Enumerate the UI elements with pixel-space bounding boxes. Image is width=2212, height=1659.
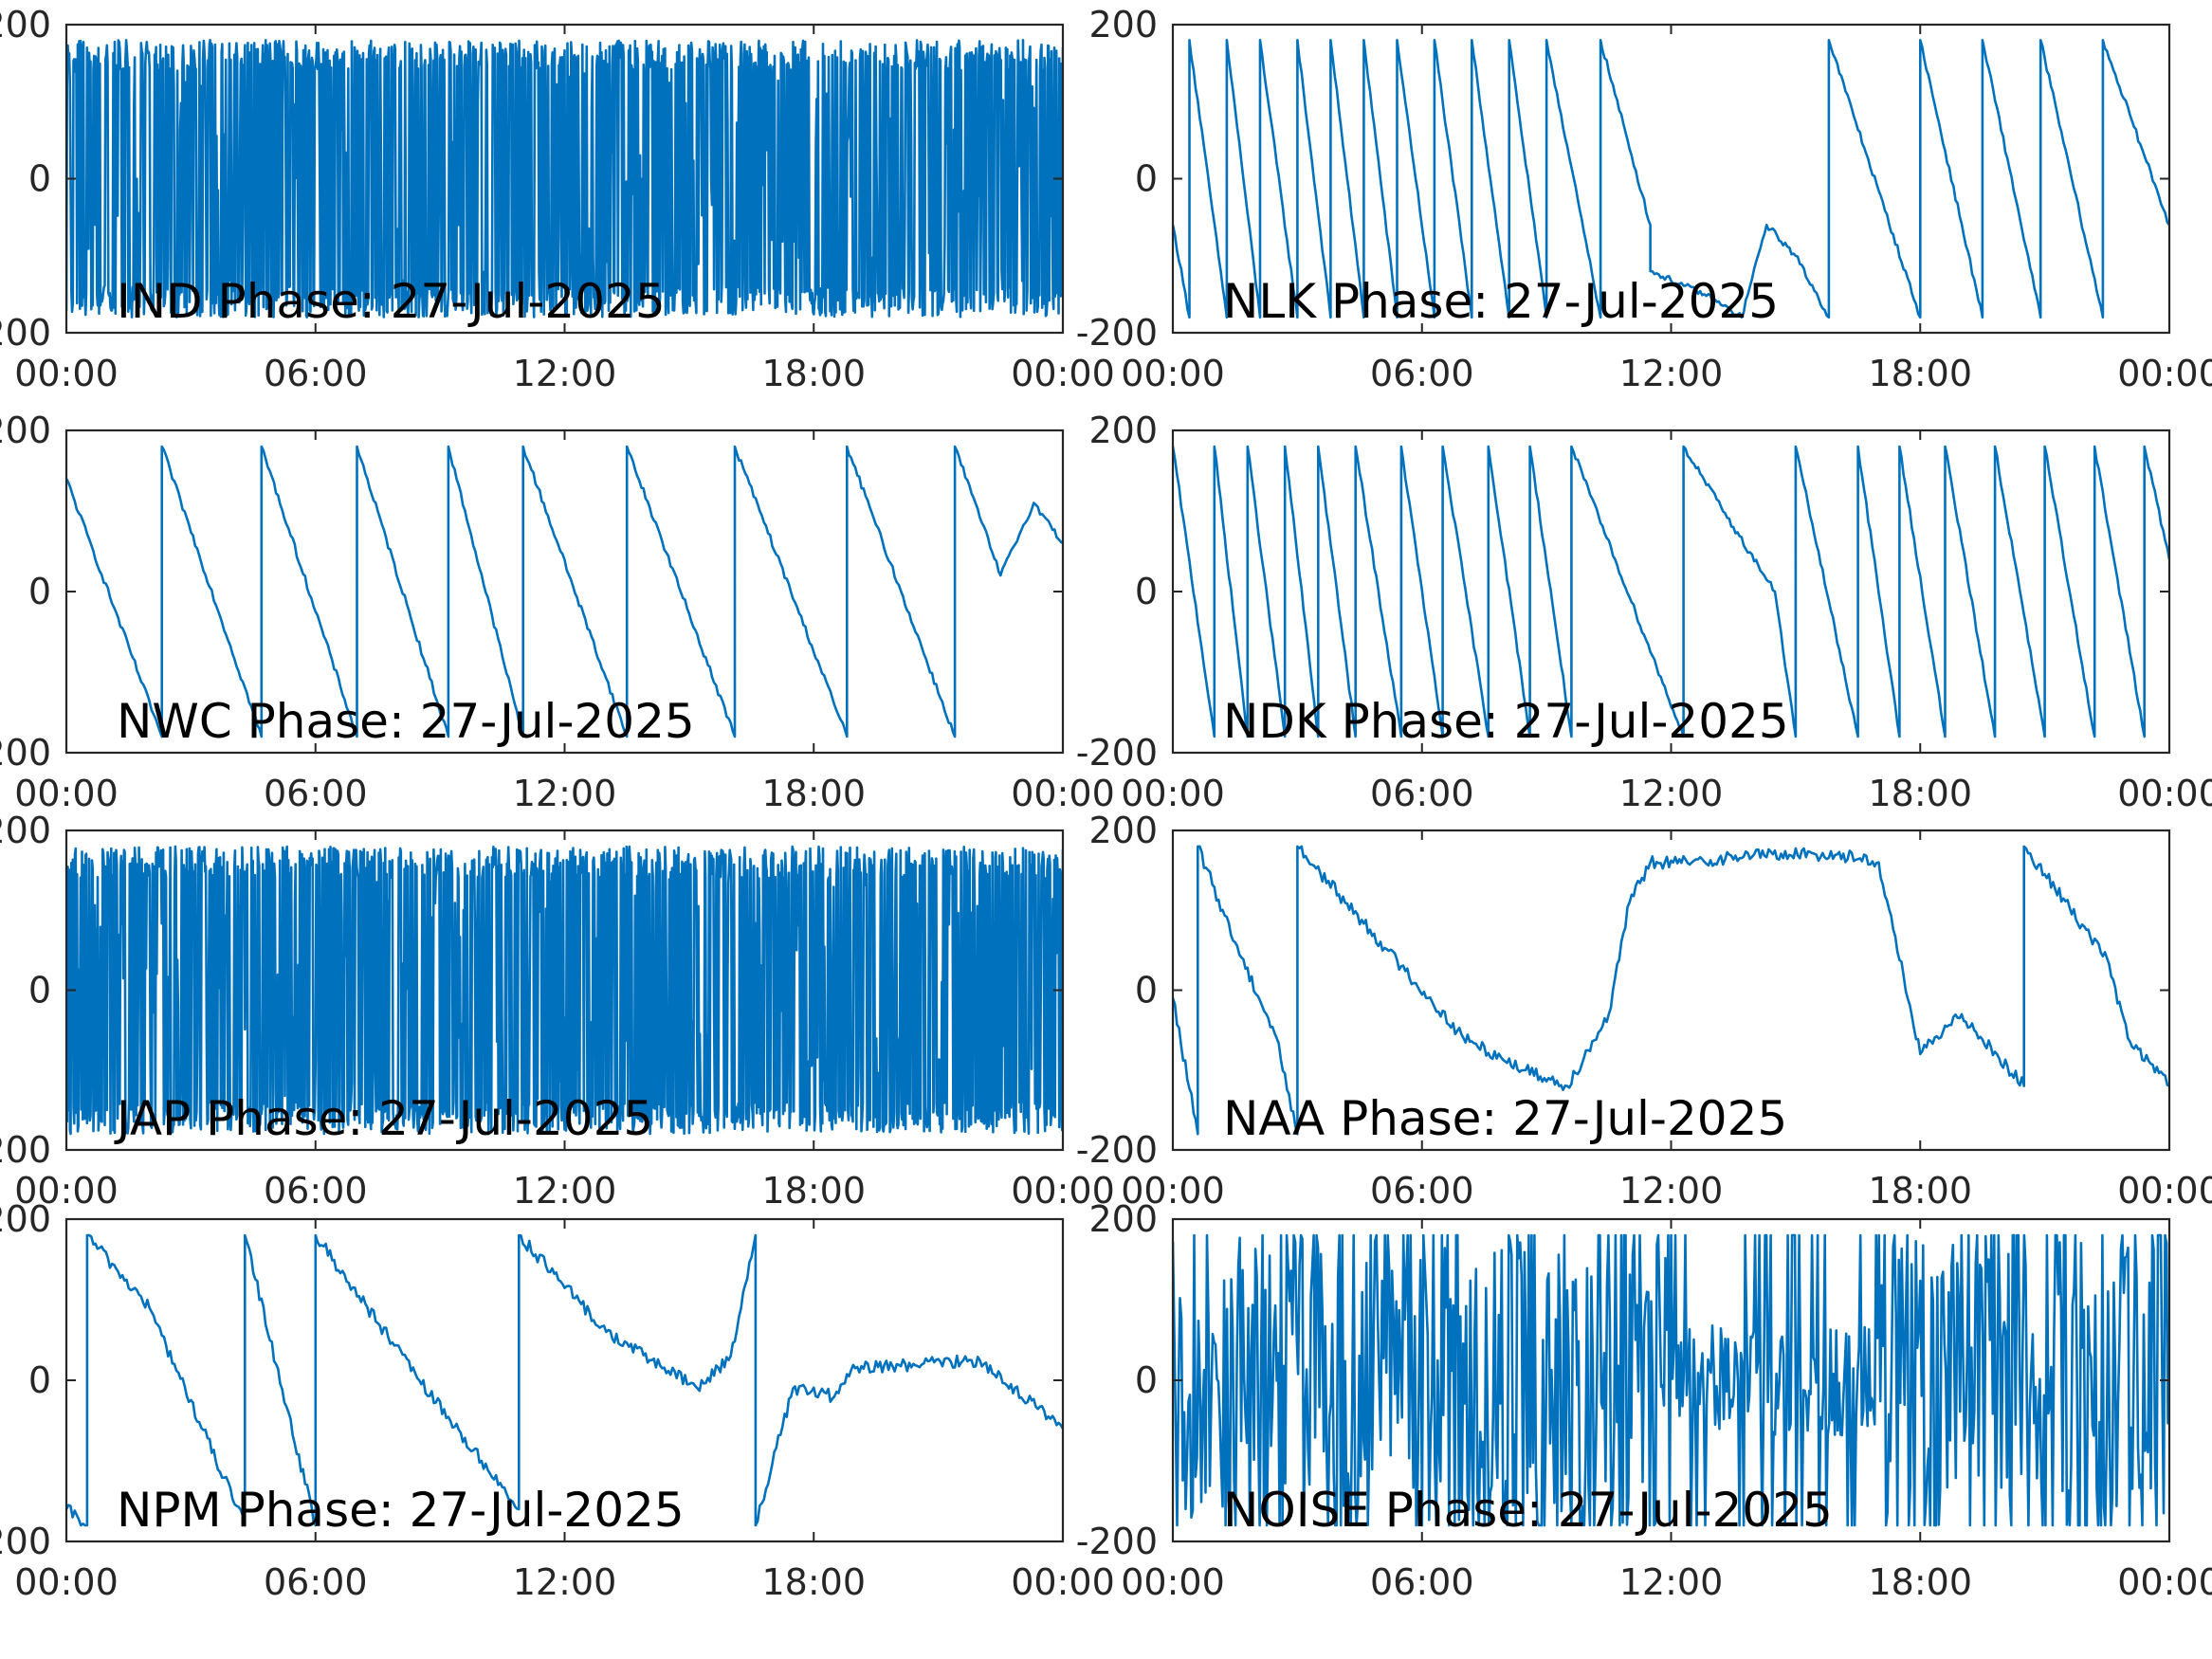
naa-y-tick-label: 200 <box>1088 810 1158 851</box>
jap-x-tick-label: 18:00 <box>761 1170 866 1212</box>
ndk-x-tick-label: 00:00 <box>1121 773 1225 814</box>
naa-y-tick-label: 0 <box>1135 970 1158 1012</box>
nlk-y-tick-label: 200 <box>1088 4 1158 46</box>
nlk-x-tick-label: 12:00 <box>1619 353 1724 394</box>
nwc-x-tick-label: 00:00 <box>14 773 119 814</box>
naa-x-tick-label: 18:00 <box>1868 1170 1972 1212</box>
naa-phase-series-line <box>1173 845 2169 1136</box>
nlk-x-tick-label: 18:00 <box>1868 353 1972 394</box>
jap-x-tick-label: 00:00 <box>1011 1170 1115 1212</box>
nlk-y-tick-label: -200 <box>1076 312 1158 354</box>
ind-x-tick-label: 06:00 <box>264 353 368 394</box>
jap-y-tick-label: -200 <box>0 1129 51 1171</box>
npm-panel-title: NPM Phase: 27-Jul-2025 <box>117 1483 685 1538</box>
nwc-x-tick-label: 18:00 <box>761 773 866 814</box>
nwc-y-tick-label: -200 <box>0 732 51 774</box>
naa-x-tick-label: 00:00 <box>1121 1170 1225 1212</box>
jap-y-tick-label: 0 <box>28 970 51 1012</box>
nlk-x-tick-label: 06:00 <box>1370 353 1474 394</box>
npm-x-tick-label: 00:00 <box>14 1561 119 1603</box>
jap-x-tick-label: 12:00 <box>513 1170 617 1212</box>
nwc-x-tick-label: 12:00 <box>513 773 617 814</box>
ind-x-tick-label: 18:00 <box>761 353 866 394</box>
naa-x-tick-label: 12:00 <box>1619 1170 1724 1212</box>
ind-x-tick-label: 12:00 <box>513 353 617 394</box>
noise-y-tick-label: -200 <box>1076 1521 1158 1562</box>
npm-x-tick-label: 18:00 <box>761 1561 866 1603</box>
ndk-x-tick-label: 18:00 <box>1868 773 1972 814</box>
ndk-y-tick-label: -200 <box>1076 732 1158 774</box>
ndk-y-tick-label: 200 <box>1088 410 1158 451</box>
jap-panel-title: JAP Phase: 27-Jul-2025 <box>114 1091 653 1146</box>
ind-y-tick-label: 200 <box>0 4 51 46</box>
noise-y-tick-label: 0 <box>1135 1359 1158 1401</box>
npm-y-tick-label: 200 <box>0 1198 51 1240</box>
nwc-y-tick-label: 200 <box>0 410 51 451</box>
naa-panel-title: NAA Phase: 27-Jul-2025 <box>1223 1091 1787 1146</box>
nlk-y-tick-label: 0 <box>1135 158 1158 200</box>
jap-phase-series-line <box>66 845 1063 1136</box>
naa-y-tick-label: -200 <box>1076 1129 1158 1171</box>
nwc-y-tick-label: 0 <box>28 571 51 612</box>
npm-y-tick-label: -200 <box>0 1521 51 1562</box>
ndk-x-tick-label: 12:00 <box>1619 773 1724 814</box>
npm-y-tick-label: 0 <box>28 1359 51 1401</box>
jap-x-tick-label: 00:00 <box>14 1170 119 1212</box>
nwc-x-tick-label: 06:00 <box>264 773 368 814</box>
noise-x-tick-label: 18:00 <box>1868 1561 1972 1603</box>
noise-x-tick-label: 00:00 <box>1121 1561 1225 1603</box>
ndk-phase-series-line <box>1173 445 2169 738</box>
ind-x-tick-label: 00:00 <box>1011 353 1115 394</box>
noise-x-tick-label: 00:00 <box>2117 1561 2212 1603</box>
ndk-y-tick-label: 0 <box>1135 571 1158 612</box>
ind-y-tick-label: -200 <box>0 312 51 354</box>
noise-phase-series-line <box>1173 1233 2169 1527</box>
nlk-x-tick-label: 00:00 <box>1121 353 1225 394</box>
ind-x-tick-label: 00:00 <box>14 353 119 394</box>
npm-x-tick-label: 00:00 <box>1011 1561 1115 1603</box>
jap-y-tick-label: 200 <box>0 810 51 851</box>
naa-x-tick-label: 06:00 <box>1370 1170 1474 1212</box>
nlk-phase-series-line <box>1173 39 2169 319</box>
npm-x-tick-label: 12:00 <box>513 1561 617 1603</box>
ndk-panel-title: NDK Phase: 27-Jul-2025 <box>1223 694 1789 749</box>
nlk-panel-title: NLK Phase: 27-Jul-2025 <box>1223 274 1779 329</box>
ndk-x-tick-label: 06:00 <box>1370 773 1474 814</box>
ndk-x-tick-label: 00:00 <box>2117 773 2212 814</box>
noise-x-tick-label: 06:00 <box>1370 1561 1474 1603</box>
ind-panel-title: IND Phase: 27-Jul-2025 <box>117 274 666 329</box>
nwc-panel-title: NWC Phase: 27-Jul-2025 <box>117 694 695 749</box>
noise-panel-title: NOISE Phase: 27-Jul-2025 <box>1223 1483 1833 1538</box>
nwc-phase-series-line <box>66 445 1063 738</box>
nwc-x-tick-label: 00:00 <box>1011 773 1115 814</box>
naa-x-tick-label: 00:00 <box>2117 1170 2212 1212</box>
npm-x-tick-label: 06:00 <box>264 1561 368 1603</box>
ind-phase-series-line <box>66 39 1063 319</box>
jap-x-tick-label: 06:00 <box>264 1170 368 1212</box>
nlk-x-tick-label: 00:00 <box>2117 353 2212 394</box>
ind-y-tick-label: 0 <box>28 158 51 200</box>
npm-phase-series-line <box>66 1233 1063 1527</box>
noise-y-tick-label: 200 <box>1088 1198 1158 1240</box>
noise-x-tick-label: 12:00 <box>1619 1561 1724 1603</box>
